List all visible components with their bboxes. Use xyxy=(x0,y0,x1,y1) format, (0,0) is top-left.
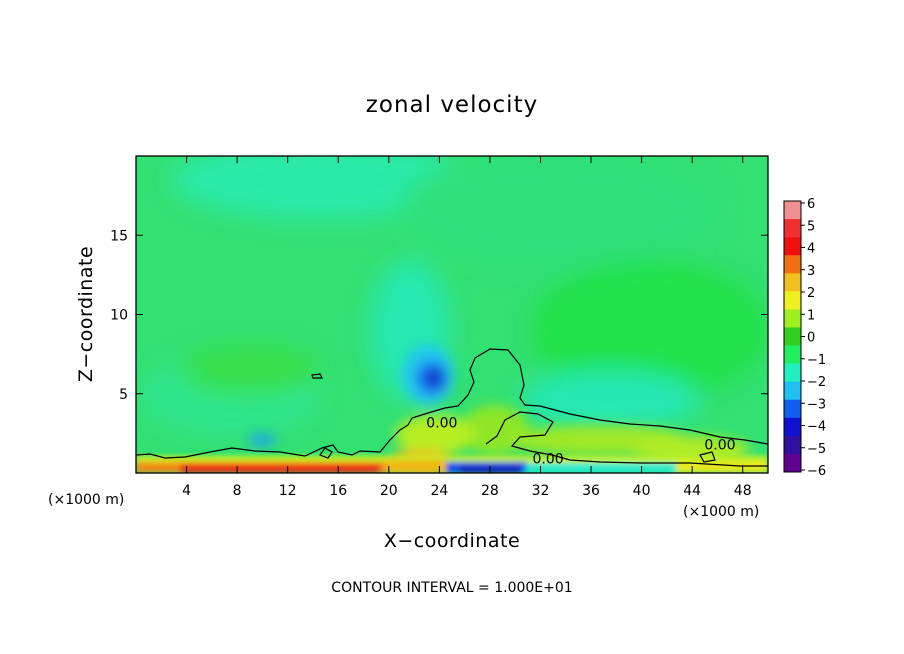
colorbar-swatch xyxy=(784,399,801,419)
x-tick-label: 40 xyxy=(633,483,651,499)
y-tick-label: 5 xyxy=(119,387,128,403)
x-unit-left: (×1000 m) xyxy=(48,492,124,508)
colorbar-swatch xyxy=(784,273,801,292)
colorbar-label: −4 xyxy=(807,420,826,435)
velocity-field xyxy=(136,156,768,473)
colorbar-swatch xyxy=(784,237,801,256)
contour-zero-small-1 xyxy=(311,373,323,379)
colorbar-swatch xyxy=(784,201,801,220)
x-tick-label: 32 xyxy=(532,483,550,499)
contour-label: 0.00 xyxy=(532,452,563,468)
colorbar-swatch xyxy=(784,345,801,364)
colorbar-label: −2 xyxy=(807,375,826,390)
contour-labels: 0.00 0.00 0.00 xyxy=(426,415,735,467)
colorbar-swatch xyxy=(784,309,801,328)
x-tick-label: 20 xyxy=(380,483,398,499)
colorbar-label: 3 xyxy=(807,264,815,279)
colorbar-label: −6 xyxy=(807,464,826,479)
colorbar-swatch xyxy=(784,381,801,401)
colorbar-swatch xyxy=(784,219,801,238)
contour-zero-small-2 xyxy=(319,447,333,459)
contour-lines xyxy=(136,348,768,467)
colorbar-label: −3 xyxy=(807,397,826,412)
contour-label: 0.00 xyxy=(704,437,735,453)
colorbar-label: 0 xyxy=(807,331,815,346)
colorbar-swatch xyxy=(784,435,801,455)
colorbar-label: −1 xyxy=(807,353,826,368)
colorbar-swatch xyxy=(784,417,801,437)
colorbar-swatch xyxy=(784,255,801,274)
contour-zero-main xyxy=(136,348,768,459)
x-tick-label: 4 xyxy=(182,483,191,499)
x-tick-label: 16 xyxy=(329,483,347,499)
y-tick-label: 15 xyxy=(110,228,128,244)
x-unit-right: (×1000 m) xyxy=(683,504,759,520)
x-tick-label: 28 xyxy=(481,483,499,499)
colorbar-label: 5 xyxy=(807,219,815,234)
chart-title: zonal velocity xyxy=(366,92,538,118)
contour-zero-small-3 xyxy=(699,451,716,463)
colorbar-label: 2 xyxy=(807,286,815,301)
y-tick-label: 10 xyxy=(110,308,128,324)
colorbar-swatch xyxy=(784,291,801,310)
contour-interval-note: CONTOUR INTERVAL = 1.000E+01 xyxy=(331,580,572,596)
x-tick-label: 36 xyxy=(582,483,600,499)
x-tick-label: 44 xyxy=(683,483,701,499)
colorbar-swatch xyxy=(784,363,801,382)
colorbar-swatch xyxy=(784,327,801,346)
x-tick-label: 24 xyxy=(430,483,448,499)
colorbar-label: 4 xyxy=(807,242,815,257)
y-axis-label: Z−coordinate xyxy=(75,246,97,382)
colorbar-label: 6 xyxy=(807,197,815,212)
x-tick-label: 12 xyxy=(279,483,297,499)
colorbar-label: 1 xyxy=(807,308,815,323)
contour-label: 0.00 xyxy=(426,415,457,431)
colorbar: 6 5 4 3 2 1 0 −1 −2 −3 −4 −5 −6 xyxy=(783,197,826,479)
colorbar-swatch xyxy=(784,453,801,473)
x-tick-label: 48 xyxy=(734,483,752,499)
colorbar-label: −5 xyxy=(807,442,826,457)
x-axis-label: X−coordinate xyxy=(384,530,520,552)
x-tick-label: 8 xyxy=(233,483,242,499)
contour-zero-lower xyxy=(485,411,768,467)
